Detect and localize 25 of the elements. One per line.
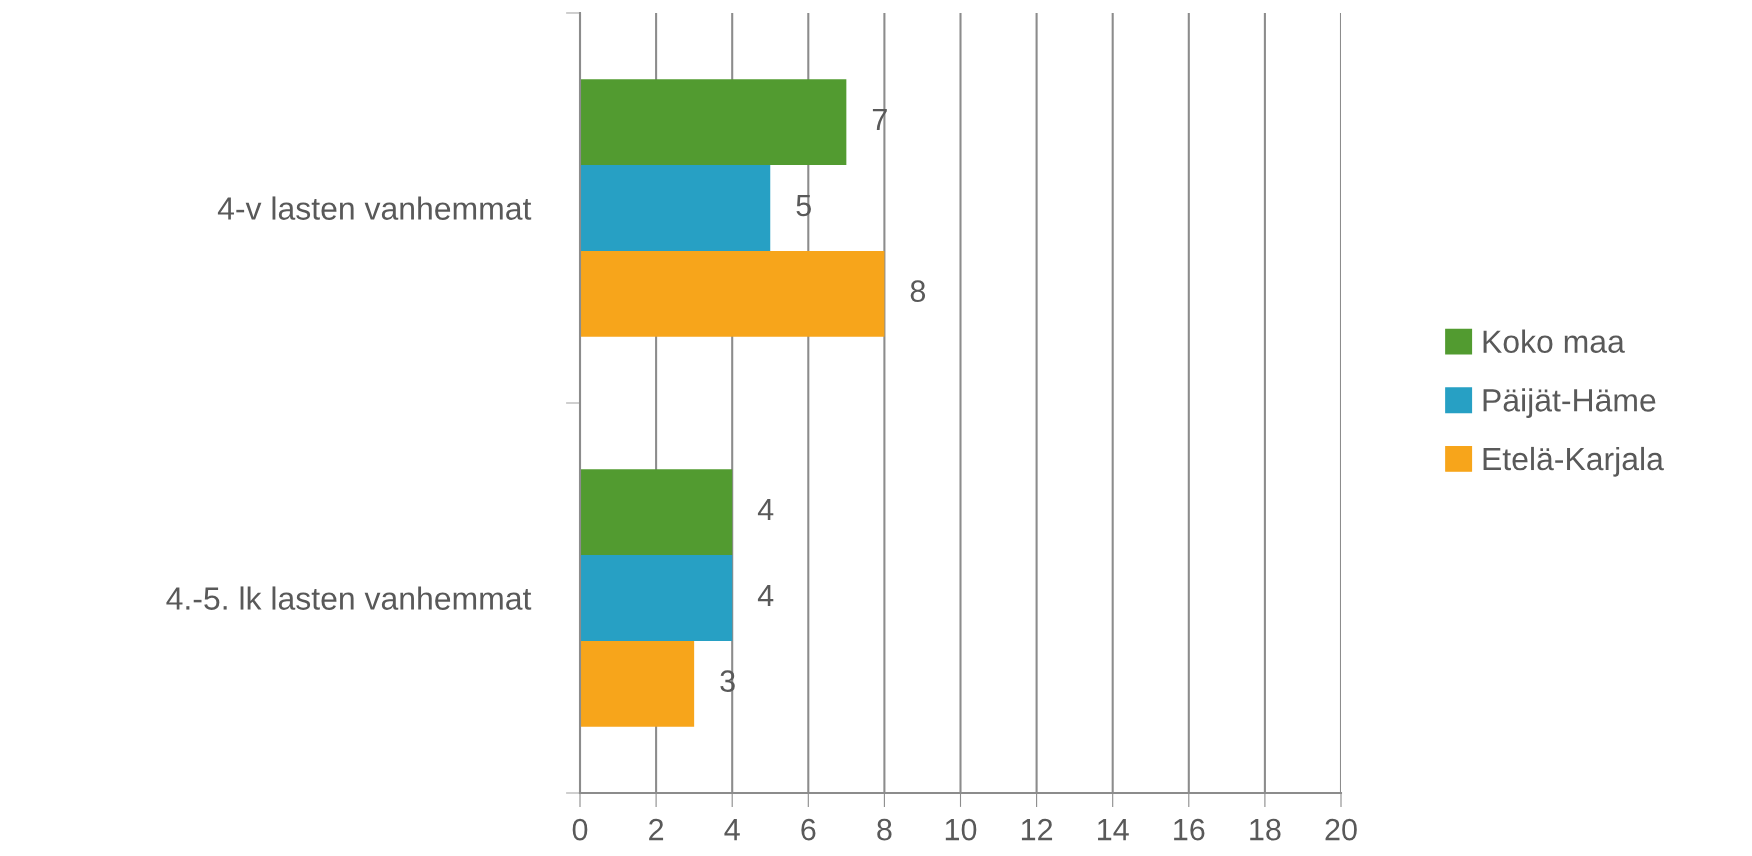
legend-label: Koko maa	[1483, 329, 1625, 353]
x-tick-label: 6	[801, 818, 816, 841]
data-label: 8	[910, 280, 926, 302]
x-tick-label: 2	[649, 818, 664, 841]
y-tick-label: 4-v lasten vanhemmat	[217, 196, 532, 220]
x-tick-label: 16	[1174, 818, 1205, 841]
data-label: 4	[757, 499, 774, 521]
x-tick-label: 8	[877, 818, 892, 841]
bar	[580, 79, 847, 166]
x-tick-label: 0	[572, 818, 588, 841]
legend-label: Etelä-Karjala	[1483, 446, 1664, 477]
x-tick-label: 14	[1098, 819, 1129, 841]
bar	[580, 555, 733, 641]
y-tick-label: 4.-5. lk lasten vanhemmat	[166, 586, 532, 610]
legend-label: Päijät-Häme	[1483, 388, 1656, 418]
bar	[580, 469, 733, 556]
x-tick-label: 18	[1250, 818, 1281, 841]
x-tick-label: 20	[1325, 818, 1357, 841]
bar	[580, 165, 771, 251]
x-tick-label: 12	[1021, 818, 1053, 841]
x-tick-label: 4	[724, 819, 740, 841]
bar	[580, 640, 695, 727]
bar	[580, 250, 885, 337]
x-tick-label: 10	[945, 818, 977, 841]
data-label: 4	[757, 584, 774, 606]
